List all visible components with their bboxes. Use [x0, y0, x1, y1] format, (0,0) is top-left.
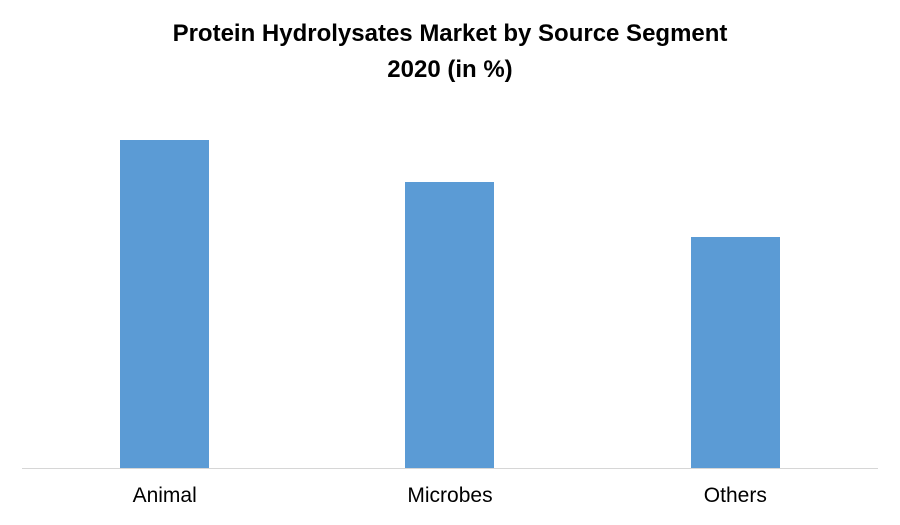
- chart-title-line-1: Protein Hydrolysates Market by Source Se…: [172, 20, 728, 47]
- bar-slot-animal: [22, 98, 307, 468]
- chart-title-line-2: 2020 (in %): [387, 56, 513, 83]
- bar-slot-microbes: [307, 98, 592, 468]
- plot-area: [22, 98, 878, 469]
- bar-microbes: [405, 182, 495, 468]
- category-label-microbes: Microbes: [407, 484, 493, 507]
- chart-title: Protein Hydrolysates Market by Source Se…: [0, 16, 900, 88]
- bar-animal: [120, 140, 210, 468]
- category-labels: Animal Microbes Others: [22, 483, 878, 509]
- bar-slot-others: [593, 98, 878, 468]
- category-label-others: Others: [703, 484, 767, 507]
- category-label-animal: Animal: [132, 484, 197, 507]
- bar-others: [690, 236, 780, 468]
